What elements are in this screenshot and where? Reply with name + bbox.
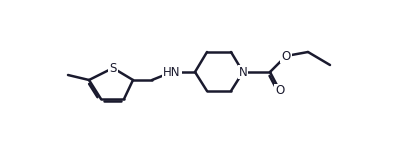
Text: HN: HN	[163, 65, 181, 79]
Text: O: O	[281, 49, 290, 62]
Text: O: O	[275, 85, 284, 98]
Text: N: N	[239, 65, 247, 79]
Text: S: S	[109, 61, 117, 75]
